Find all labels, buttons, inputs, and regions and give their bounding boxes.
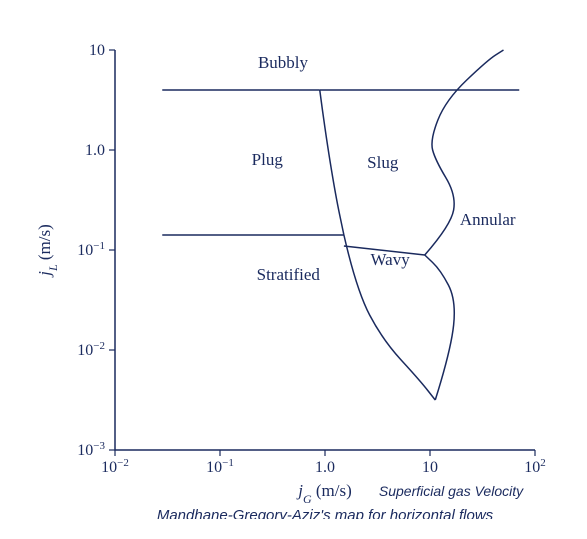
- y-tick-label: 10−1: [77, 240, 105, 259]
- x-tick-label: 10−1: [206, 457, 234, 476]
- y-tick-label: 10−3: [77, 440, 105, 459]
- x-tick-label: 102: [524, 457, 546, 476]
- y-axis-title: jL (m/s): [35, 224, 60, 278]
- x-axis-title: jG (m/s): [296, 481, 352, 506]
- x-tick-label: 10−2: [101, 457, 129, 476]
- flow-regime-map: 10−310−210−11.01010−210−11.010102jL (m/s…: [20, 20, 567, 519]
- x-tick-label: 1.0: [315, 459, 335, 476]
- region-label-slug: Slug: [367, 153, 399, 172]
- region-label-stratified: Stratified: [257, 265, 321, 284]
- boundary-plug-slug: [320, 90, 344, 235]
- x-axis-annotation: Superficial gas Velocity: [379, 483, 524, 499]
- figure-caption: Mandhane-Gregory-Aziz's map for horizont…: [157, 507, 494, 519]
- x-tick-label: 10: [422, 459, 438, 476]
- y-tick-label: 10: [89, 42, 105, 59]
- axis-frame: [115, 50, 535, 450]
- y-tick-label: 1.0: [85, 142, 105, 159]
- region-label-wavy: Wavy: [370, 250, 410, 269]
- region-label-bubbly: Bubbly: [258, 53, 309, 72]
- region-label-plug: Plug: [252, 150, 284, 169]
- chart-svg: 10−310−210−11.01010−210−11.010102jL (m/s…: [20, 20, 567, 519]
- y-tick-label: 10−2: [77, 340, 105, 359]
- region-label-annular: Annular: [460, 210, 516, 229]
- boundary-wavy-annular: [425, 255, 455, 400]
